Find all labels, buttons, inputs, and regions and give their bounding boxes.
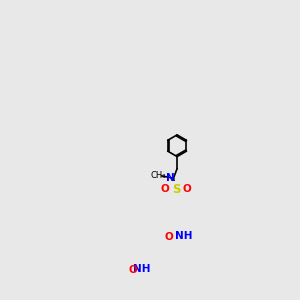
Text: O: O xyxy=(165,232,174,242)
Text: CH₃: CH₃ xyxy=(151,171,166,180)
Text: NH: NH xyxy=(175,231,193,241)
Text: O: O xyxy=(128,265,137,275)
Text: O: O xyxy=(160,184,169,194)
Text: NH: NH xyxy=(133,264,150,274)
Text: S: S xyxy=(172,183,180,196)
Text: O: O xyxy=(183,184,192,194)
Text: N: N xyxy=(166,173,175,183)
